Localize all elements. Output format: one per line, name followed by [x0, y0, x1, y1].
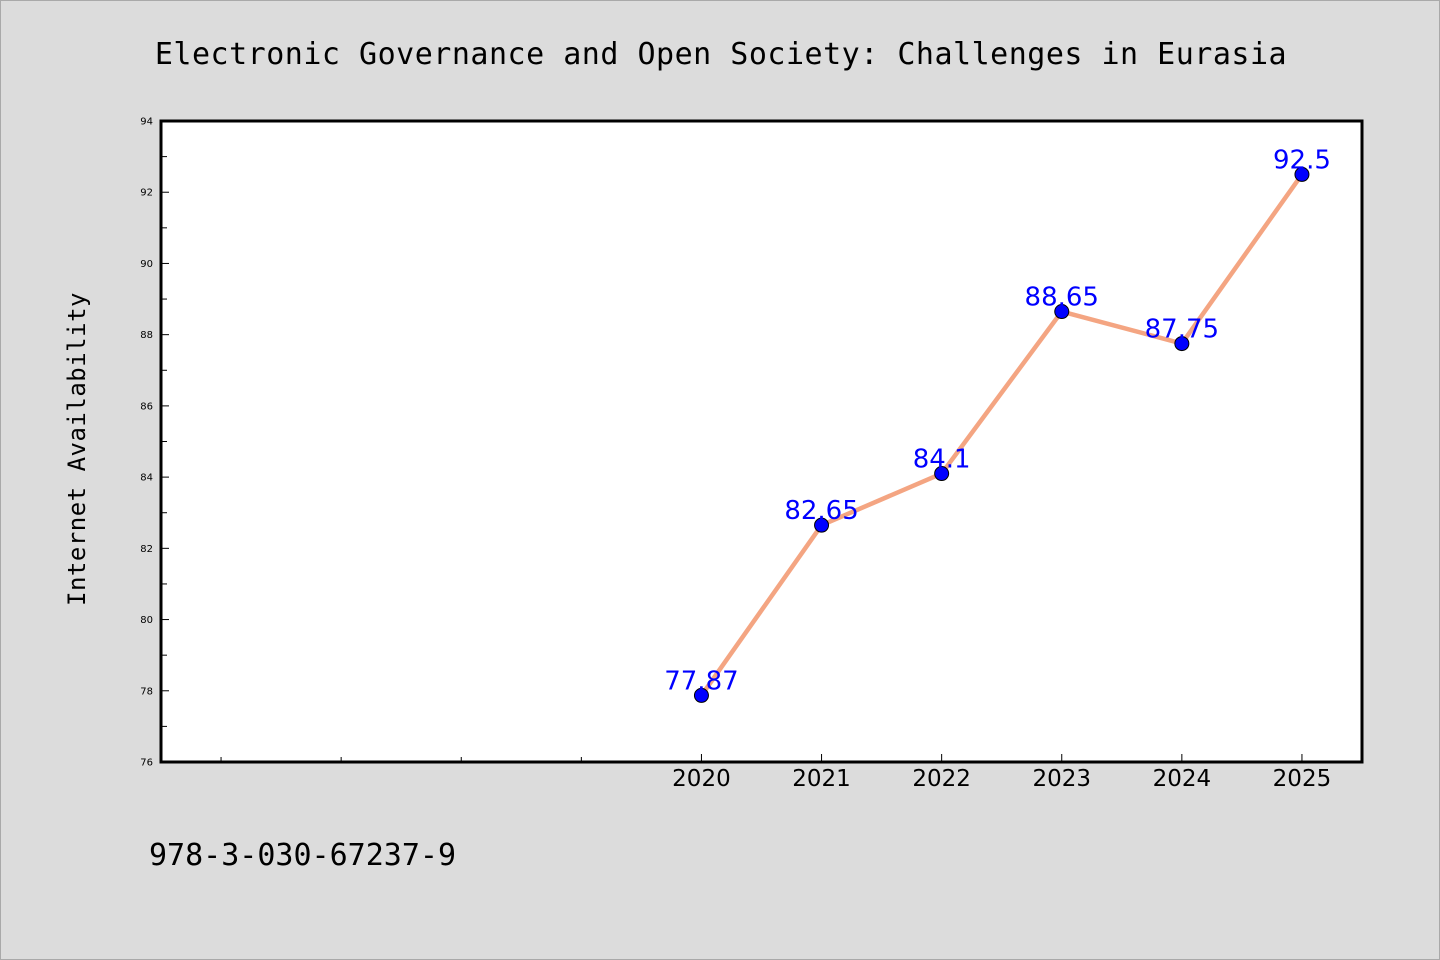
data-point — [1174, 336, 1190, 352]
data-label: 92.5 — [1273, 145, 1331, 175]
y-tick-label: 80 — [140, 615, 153, 626]
y-tick-labels: 76 78 80 82 84 86 88 90 92 94 — [140, 117, 153, 769]
series-line — [699, 172, 1305, 698]
data-point — [1294, 166, 1310, 182]
x-tick-label: 2025 — [1273, 766, 1332, 792]
y-tick-label: 94 — [140, 117, 153, 128]
x-tick-label: 2022 — [912, 766, 971, 792]
plot-area — [161, 121, 1362, 762]
series — [693, 166, 1310, 703]
data-point — [814, 517, 830, 533]
data-label: 84.1 — [913, 445, 971, 475]
y-tick-label: 76 — [140, 758, 153, 769]
y-tick-label: 82 — [140, 544, 153, 555]
y-tick-label: 90 — [140, 259, 153, 270]
y-tick-label: 86 — [140, 401, 153, 412]
data-point — [1054, 304, 1070, 320]
data-label: 82.65 — [784, 496, 858, 526]
x-tick-label: 2023 — [1032, 766, 1091, 792]
data-point — [934, 466, 950, 482]
x-tick-label: 2020 — [672, 766, 731, 792]
data-label: 88.65 — [1025, 283, 1099, 313]
y-tick-label: 88 — [140, 330, 153, 341]
y-tick-label: 78 — [140, 686, 153, 697]
y-tick-label: 92 — [140, 188, 153, 199]
chart-title: Electronic Governance and Open Society: … — [155, 37, 1287, 72]
data-labels: 77.87 82.65 84.1 88.65 87.75 92.5 — [664, 145, 1331, 696]
y-axis-label: Internet Availability — [63, 292, 91, 606]
data-label: 77.87 — [664, 666, 738, 696]
x-tick-label: 2021 — [792, 766, 851, 792]
x-tick-label: 2024 — [1153, 766, 1212, 792]
y-tick-label: 84 — [140, 473, 153, 484]
isbn-label: 978-3-030-67237-9 — [149, 838, 456, 873]
data-label: 87.75 — [1145, 315, 1219, 345]
data-point — [693, 687, 709, 703]
x-tick-labels: 2020 2021 2022 2023 2024 2025 — [672, 766, 1331, 792]
plot-frame — [159, 119, 1364, 764]
